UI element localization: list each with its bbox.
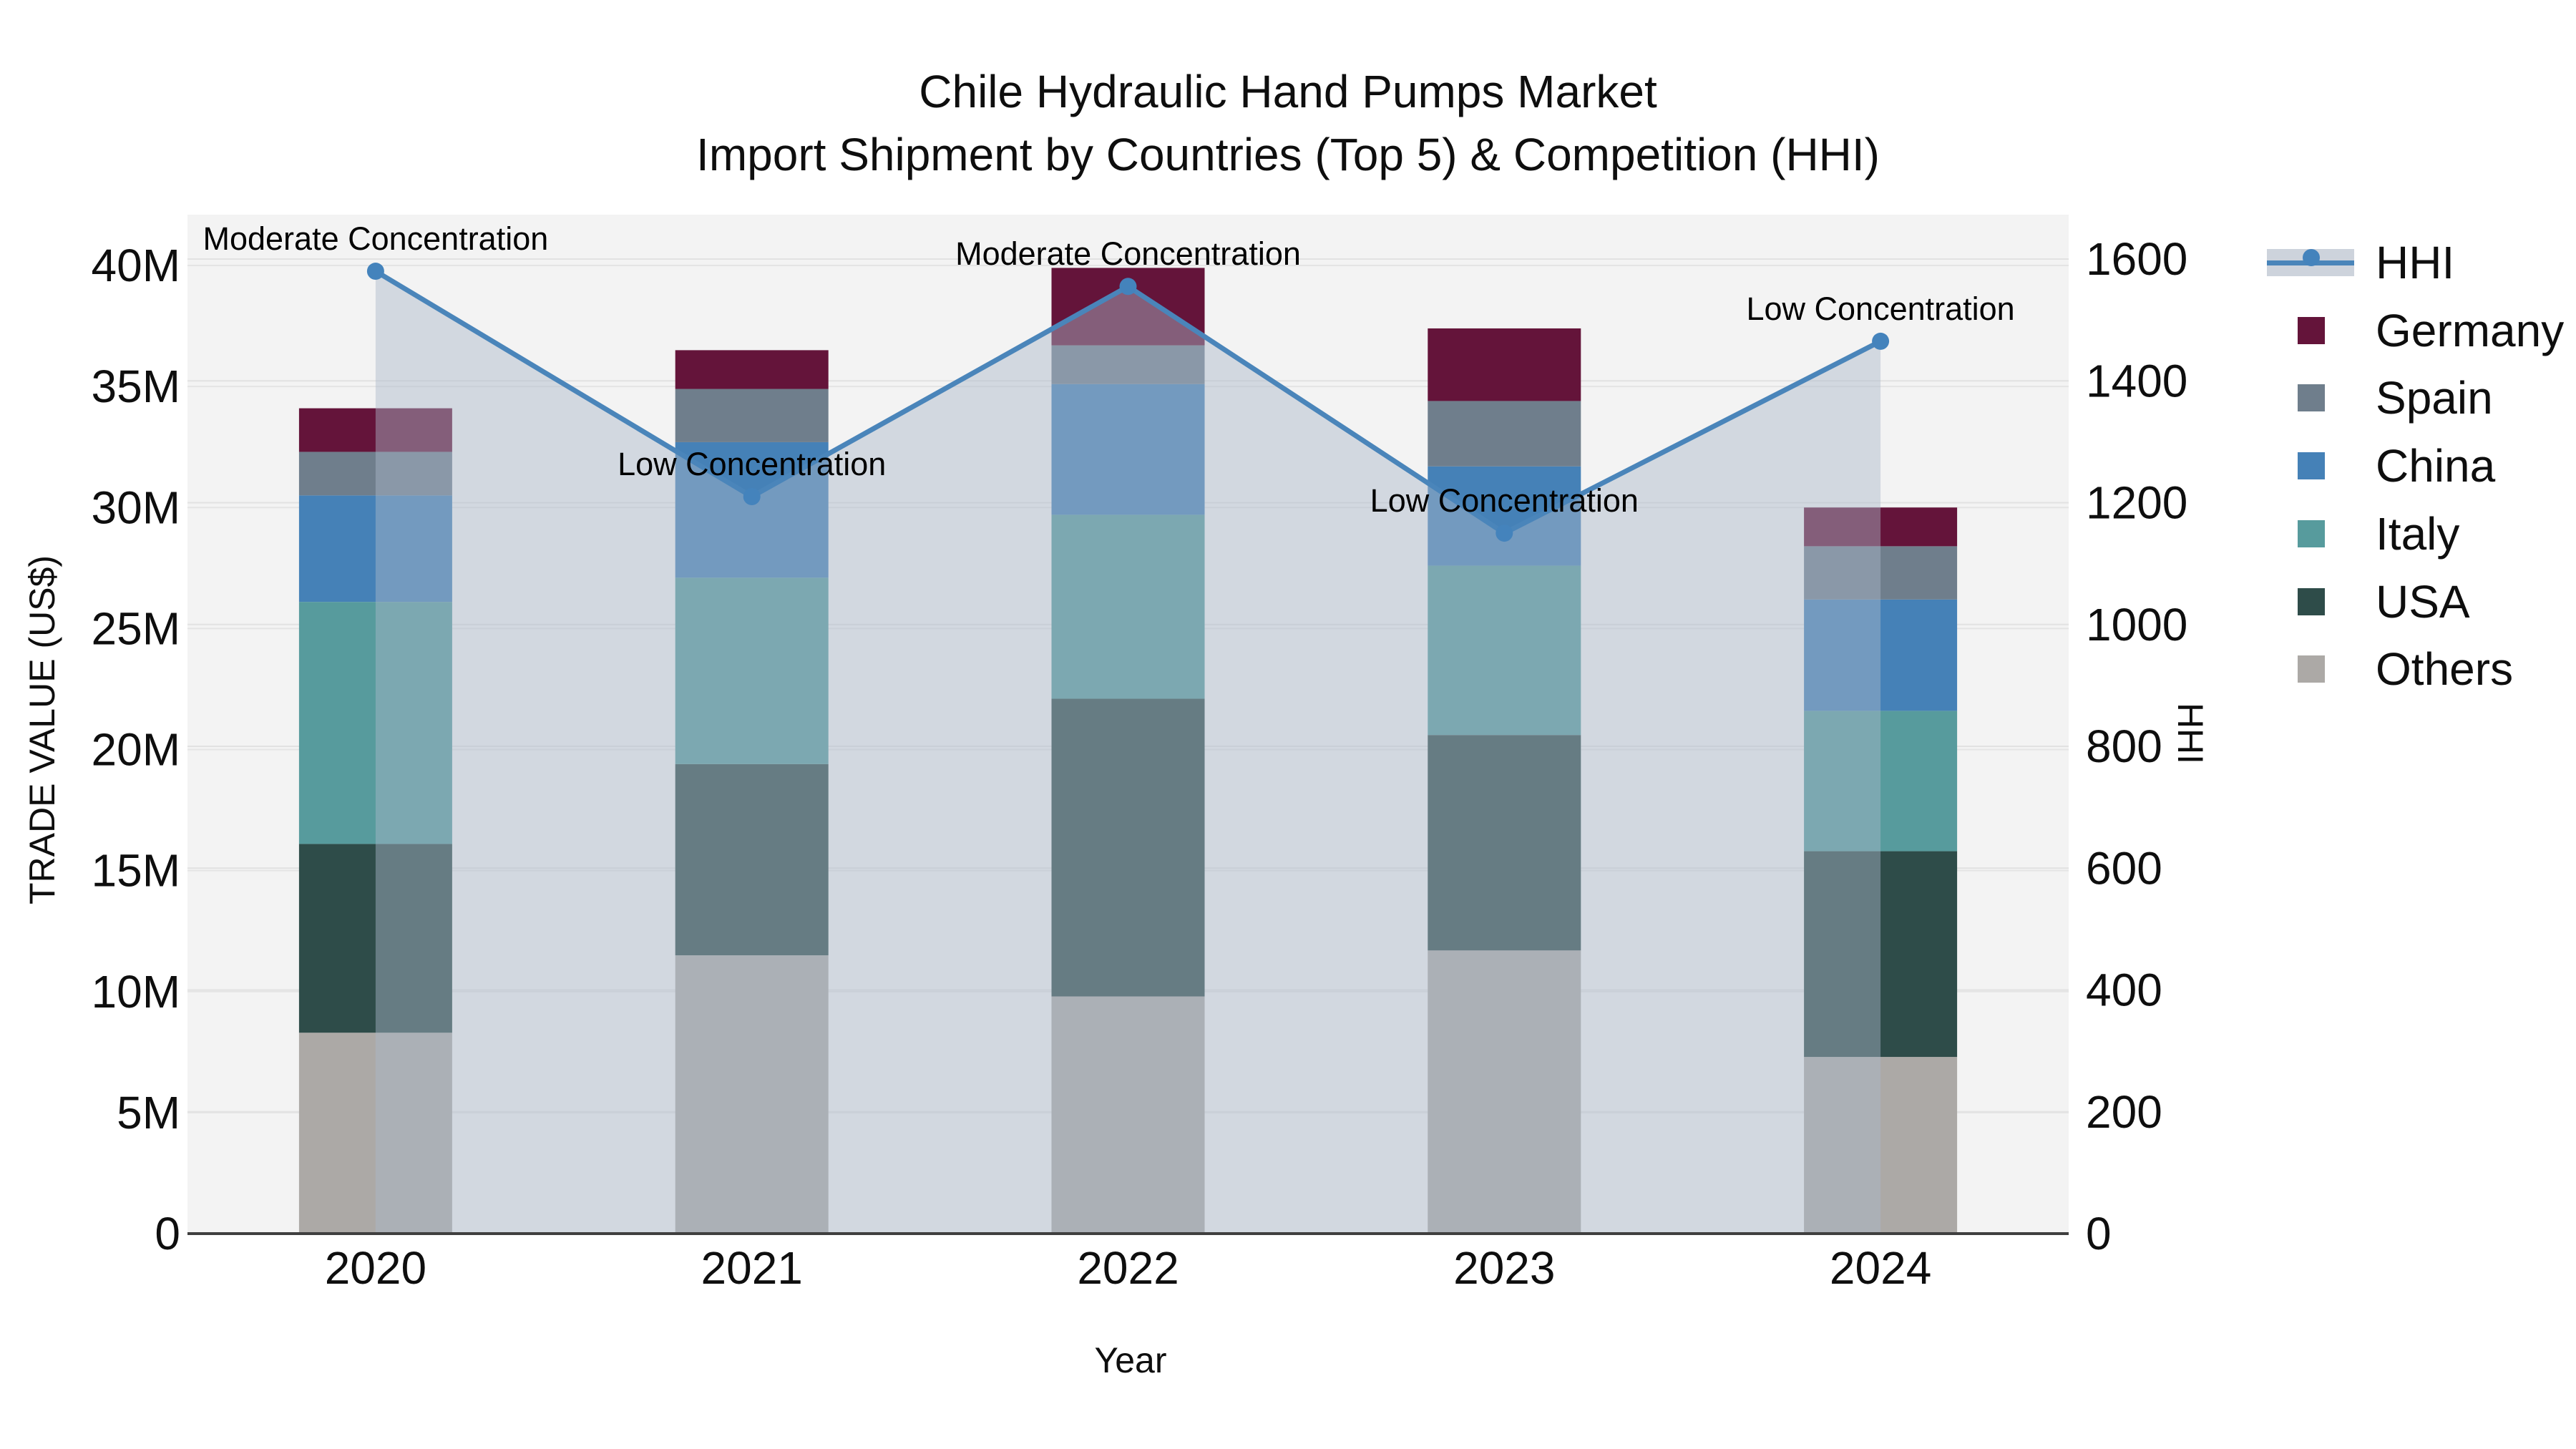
y2-tick-200: 200 xyxy=(2086,1086,2162,1138)
bar-segment-spain-2024 xyxy=(1804,546,1958,600)
annotation-2020: Moderate Concentration xyxy=(203,220,549,258)
legend-label-spain: Spain xyxy=(2376,372,2493,424)
x-tick-2022: 2022 xyxy=(1077,1242,1179,1294)
annotation-2022: Moderate Concentration xyxy=(955,235,1301,273)
bar-segment-others-2024 xyxy=(1804,1057,1958,1234)
hhi-marker-2023 xyxy=(1496,525,1513,542)
x-axis-line xyxy=(187,1232,2069,1235)
annotation-2021: Low Concentration xyxy=(618,445,887,482)
hhi-marker-2021 xyxy=(743,487,761,505)
chart-title-line2: Import Shipment by Countries (Top 5) & C… xyxy=(696,129,1880,180)
legend-swatch-usa xyxy=(2298,587,2325,615)
bar-segment-others-2020 xyxy=(298,1033,452,1234)
legend-item-china[interactable]: China xyxy=(2254,432,2569,499)
bar-segment-usa-2021 xyxy=(675,763,829,956)
x-axis-title: Year xyxy=(1094,1340,1167,1380)
y-tick-30M: 30M xyxy=(92,482,181,533)
legend-label-germany: Germany xyxy=(2376,304,2565,356)
hhi-marker-2024 xyxy=(1872,332,1890,350)
bar-segment-spain-2022 xyxy=(1051,345,1205,384)
y-tick-15M: 15M xyxy=(92,845,181,897)
y2-tick-400: 400 xyxy=(2086,965,2162,1016)
legend-label-hhi: HHI xyxy=(2376,237,2455,288)
y2-tick-1000: 1000 xyxy=(2086,599,2187,650)
legend-swatch-italy xyxy=(2298,519,2325,547)
bar-segment-spain-2021 xyxy=(675,389,829,442)
y2-tick-1600: 1600 xyxy=(2086,233,2187,285)
x-tick-2020: 2020 xyxy=(325,1242,426,1294)
bar-segment-germany-2023 xyxy=(1428,328,1581,401)
y-tick-40M: 40M xyxy=(92,240,181,291)
bar-segment-italy-2020 xyxy=(298,602,452,844)
legend-swatch-others xyxy=(2298,655,2325,683)
x-tick-2021: 2021 xyxy=(701,1242,803,1294)
y2-axis-title: HHI xyxy=(2170,702,2210,765)
bar-segment-usa-2022 xyxy=(1051,698,1205,997)
y2-tick-1200: 1200 xyxy=(2086,477,2187,529)
legend-label-china: China xyxy=(2376,440,2496,492)
x-tick-2024: 2024 xyxy=(1830,1242,1931,1294)
bar-segment-usa-2023 xyxy=(1428,735,1581,951)
bar-segment-others-2022 xyxy=(1051,996,1205,1234)
bar-segment-china-2024 xyxy=(1804,599,1958,711)
legend-item-germany[interactable]: Germany xyxy=(2254,297,2569,364)
legend-label-usa: USA xyxy=(2376,575,2470,628)
legend-swatch-germany xyxy=(2298,316,2325,344)
bar-segment-spain-2023 xyxy=(1428,401,1581,467)
annotation-2023: Low Concentration xyxy=(1370,482,1639,519)
y2-tick-0: 0 xyxy=(2086,1208,2112,1259)
y-tick-0: 0 xyxy=(155,1208,180,1259)
bar-segment-usa-2020 xyxy=(298,844,452,1033)
y-tick-35M: 35M xyxy=(92,361,181,412)
legend-item-others[interactable]: Others xyxy=(2254,635,2569,703)
chart-title: Chile Hydraulic Hand Pumps Market Import… xyxy=(0,60,2576,186)
legend-label-italy: Italy xyxy=(2376,507,2460,560)
y2-tick-800: 800 xyxy=(2086,721,2162,772)
legend-swatch-china xyxy=(2298,452,2325,480)
hhi-marker-2020 xyxy=(366,263,384,280)
y-axis-title: TRADE VALUE (US$) xyxy=(22,555,62,905)
bar-segment-usa-2024 xyxy=(1804,851,1958,1058)
hhi-marker-icon xyxy=(2303,249,2320,266)
bar-segment-spain-2020 xyxy=(298,452,452,496)
hhi-area-fill xyxy=(375,271,1881,1234)
legend-label-others: Others xyxy=(2376,643,2514,696)
bar-segment-china-2022 xyxy=(1051,384,1205,515)
y-tick-10M: 10M xyxy=(92,966,181,1018)
bar-segment-others-2021 xyxy=(675,955,829,1234)
y-tick-5M: 5M xyxy=(117,1087,180,1138)
y-tick-25M: 25M xyxy=(92,602,181,654)
hhi-legend-sample xyxy=(2267,249,2354,276)
legend-item-usa[interactable]: USA xyxy=(2254,568,2569,635)
legend-item-italy[interactable]: Italy xyxy=(2254,500,2569,567)
bar-segment-italy-2022 xyxy=(1051,514,1205,699)
chart-title-line1: Chile Hydraulic Hand Pumps Market xyxy=(919,66,1657,117)
bar-segment-germany-2020 xyxy=(298,408,452,452)
bar-segment-others-2023 xyxy=(1428,950,1581,1234)
hhi-marker-2022 xyxy=(1119,278,1137,296)
annotation-2024: Low Concentration xyxy=(1746,290,2015,327)
bar-segment-germany-2021 xyxy=(675,350,829,389)
y-tick-20M: 20M xyxy=(92,724,181,776)
bar-segment-germany-2024 xyxy=(1804,507,1958,547)
bar-segment-italy-2023 xyxy=(1428,565,1581,736)
legend-swatch-spain xyxy=(2298,384,2325,412)
bar-segment-italy-2021 xyxy=(675,577,829,764)
bar-segment-china-2023 xyxy=(1428,466,1581,566)
x-tick-2023: 2023 xyxy=(1453,1242,1555,1294)
bar-segment-china-2020 xyxy=(298,495,452,602)
y2-tick-1400: 1400 xyxy=(2086,355,2187,406)
bar-segment-italy-2024 xyxy=(1804,711,1958,852)
y2-tick-600: 600 xyxy=(2086,842,2162,894)
legend-item-hhi[interactable]: HHI xyxy=(2254,229,2569,296)
legend-item-spain[interactable]: Spain xyxy=(2254,364,2569,431)
